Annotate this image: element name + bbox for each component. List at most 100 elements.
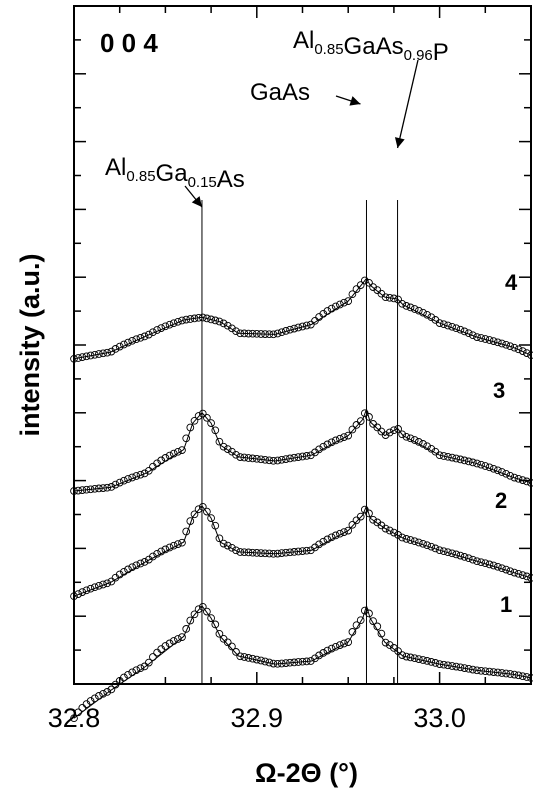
series-1-point [348, 628, 357, 636]
series-1-point [344, 638, 353, 646]
series-1-point [244, 654, 253, 662]
series-1-point [95, 692, 103, 700]
x-tick-label: 32.9 [231, 703, 284, 733]
series-4-point [223, 321, 232, 330]
series-3-point [186, 423, 195, 432]
series-2-point [444, 548, 452, 557]
series-4-point [477, 334, 485, 342]
annotation-arrow [396, 59, 419, 149]
series-3-point [298, 452, 307, 461]
series-4-point [124, 338, 132, 347]
series-3-point [190, 416, 199, 425]
series-3-point [477, 460, 485, 469]
series-4-point [273, 329, 282, 338]
series-4-point [352, 285, 361, 293]
series-1-point [203, 607, 211, 616]
series-3-point [252, 454, 261, 463]
series-1-point [207, 614, 215, 622]
plot-frame [73, 5, 532, 685]
series-4-point [323, 307, 332, 315]
series-1-point [365, 609, 373, 618]
series-2-point [290, 548, 299, 556]
series-1-point [414, 655, 423, 663]
series-3-point [319, 442, 328, 451]
series-1-point [74, 708, 83, 717]
series-3-point [153, 459, 161, 468]
series-4-point [252, 329, 261, 338]
series-2-point [410, 537, 419, 546]
series-2-point [485, 560, 494, 569]
series-2-point [336, 529, 344, 538]
series-3-point [385, 428, 394, 437]
series-4-point [128, 336, 137, 345]
series-4-point [136, 333, 145, 342]
series-4-point [306, 320, 315, 329]
series-2-point [452, 550, 461, 559]
series-3-point [90, 484, 99, 493]
series-1-point [493, 668, 502, 677]
series-3-point [165, 451, 174, 460]
series-2-point [385, 526, 394, 535]
series-3-point [144, 466, 153, 475]
series-4-point [228, 324, 236, 333]
series-2-point [481, 559, 490, 568]
series-layer [70, 276, 533, 723]
series-1-point [468, 665, 477, 674]
series-3-point [473, 459, 481, 468]
series-1-point [277, 659, 286, 668]
series-3-point [78, 486, 87, 494]
series-4-point [157, 324, 166, 332]
series-4-point [261, 330, 269, 338]
series-2-point [190, 510, 199, 519]
series-3-point [398, 430, 407, 439]
series-3-point [207, 419, 215, 427]
series-4-point [377, 289, 386, 298]
series-2-point [90, 583, 99, 592]
series-2-point [103, 579, 112, 588]
series-3-point [406, 434, 415, 443]
series-3 [70, 407, 533, 495]
series-2-point [215, 534, 224, 543]
series-2-point [506, 567, 515, 576]
series-1-point [240, 653, 249, 661]
series-4-point [153, 326, 161, 334]
series-2-point [477, 558, 485, 567]
series-3-point [161, 454, 170, 462]
series-1-point [223, 638, 232, 647]
series-2-point [394, 531, 402, 539]
series-3-point [111, 480, 120, 489]
series-4-point [86, 351, 95, 360]
series-2-point [161, 545, 170, 554]
series-1-point [182, 625, 191, 633]
series-1-point [315, 651, 323, 660]
series-1-point [306, 657, 315, 665]
series-2-point [340, 528, 348, 536]
series-2-point [169, 541, 178, 550]
series-2-point [460, 553, 469, 561]
series-1-point [431, 659, 440, 667]
series-4-point [232, 327, 240, 336]
series-1-point [120, 673, 128, 682]
series-3-point [103, 483, 112, 492]
series-4-point [498, 339, 506, 348]
series-4-point [120, 340, 128, 349]
series-4-point [244, 329, 253, 338]
series-2-point [510, 568, 519, 577]
series-2-point [128, 563, 137, 572]
series-4-point [381, 293, 390, 302]
series-3-point [381, 431, 390, 439]
series-2-point [286, 548, 294, 557]
series-2-point [398, 533, 407, 542]
series-2-point [99, 580, 107, 589]
series-2-point [136, 559, 145, 568]
series-4-point [198, 313, 207, 322]
series-2-point [82, 586, 91, 595]
series-3-point [132, 472, 141, 480]
series-1-point [149, 653, 157, 661]
series-3-point [489, 464, 498, 473]
annotation-arrowhead [191, 196, 202, 207]
series-3-point [120, 476, 128, 485]
series-3-point [244, 454, 253, 462]
series-4-point [277, 328, 286, 337]
series-1-point [360, 606, 369, 615]
